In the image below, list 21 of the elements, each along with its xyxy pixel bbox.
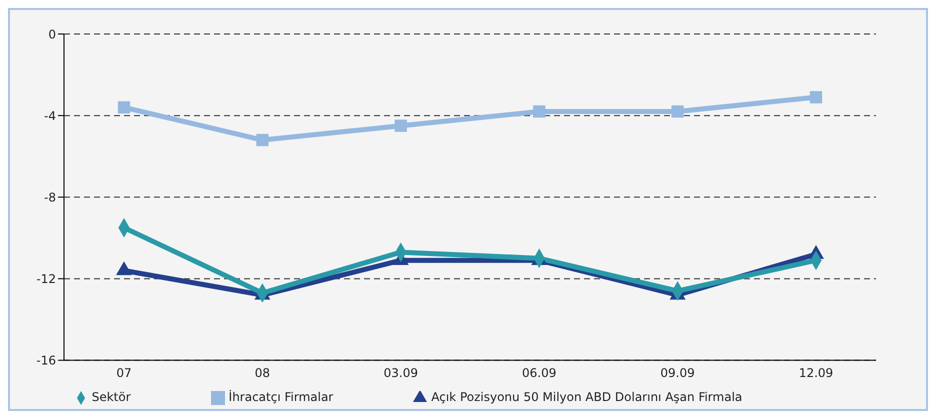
point bbox=[116, 261, 132, 276]
legend-label: İhracatçı Firmalar bbox=[228, 390, 334, 404]
y-tick-label: -16 bbox=[36, 354, 56, 368]
x-tick-label: 03.09 bbox=[384, 366, 418, 380]
x-tick-label: 08 bbox=[254, 366, 270, 380]
x-tick-label: 06.09 bbox=[522, 366, 556, 380]
legend-label: Açık Pozisyonu 50 Milyon ABD Dolarını Aşan Firmala bbox=[431, 390, 742, 404]
x-tick-label: 12.09 bbox=[798, 366, 834, 380]
y-tick-label: -4 bbox=[44, 108, 56, 123]
y-tick-label: -8 bbox=[44, 190, 56, 204]
point bbox=[118, 101, 130, 114]
y-tick-label: -12 bbox=[36, 272, 56, 286]
point bbox=[394, 120, 407, 132]
y-tick-label: 0 bbox=[48, 27, 56, 42]
legend-label: Sektör bbox=[92, 390, 131, 404]
point bbox=[256, 134, 269, 146]
x-tick-label: 09.09 bbox=[660, 366, 695, 380]
point bbox=[533, 105, 546, 118]
point bbox=[810, 91, 822, 104]
point bbox=[671, 105, 684, 118]
x-tick-label: 07 bbox=[116, 366, 132, 380]
